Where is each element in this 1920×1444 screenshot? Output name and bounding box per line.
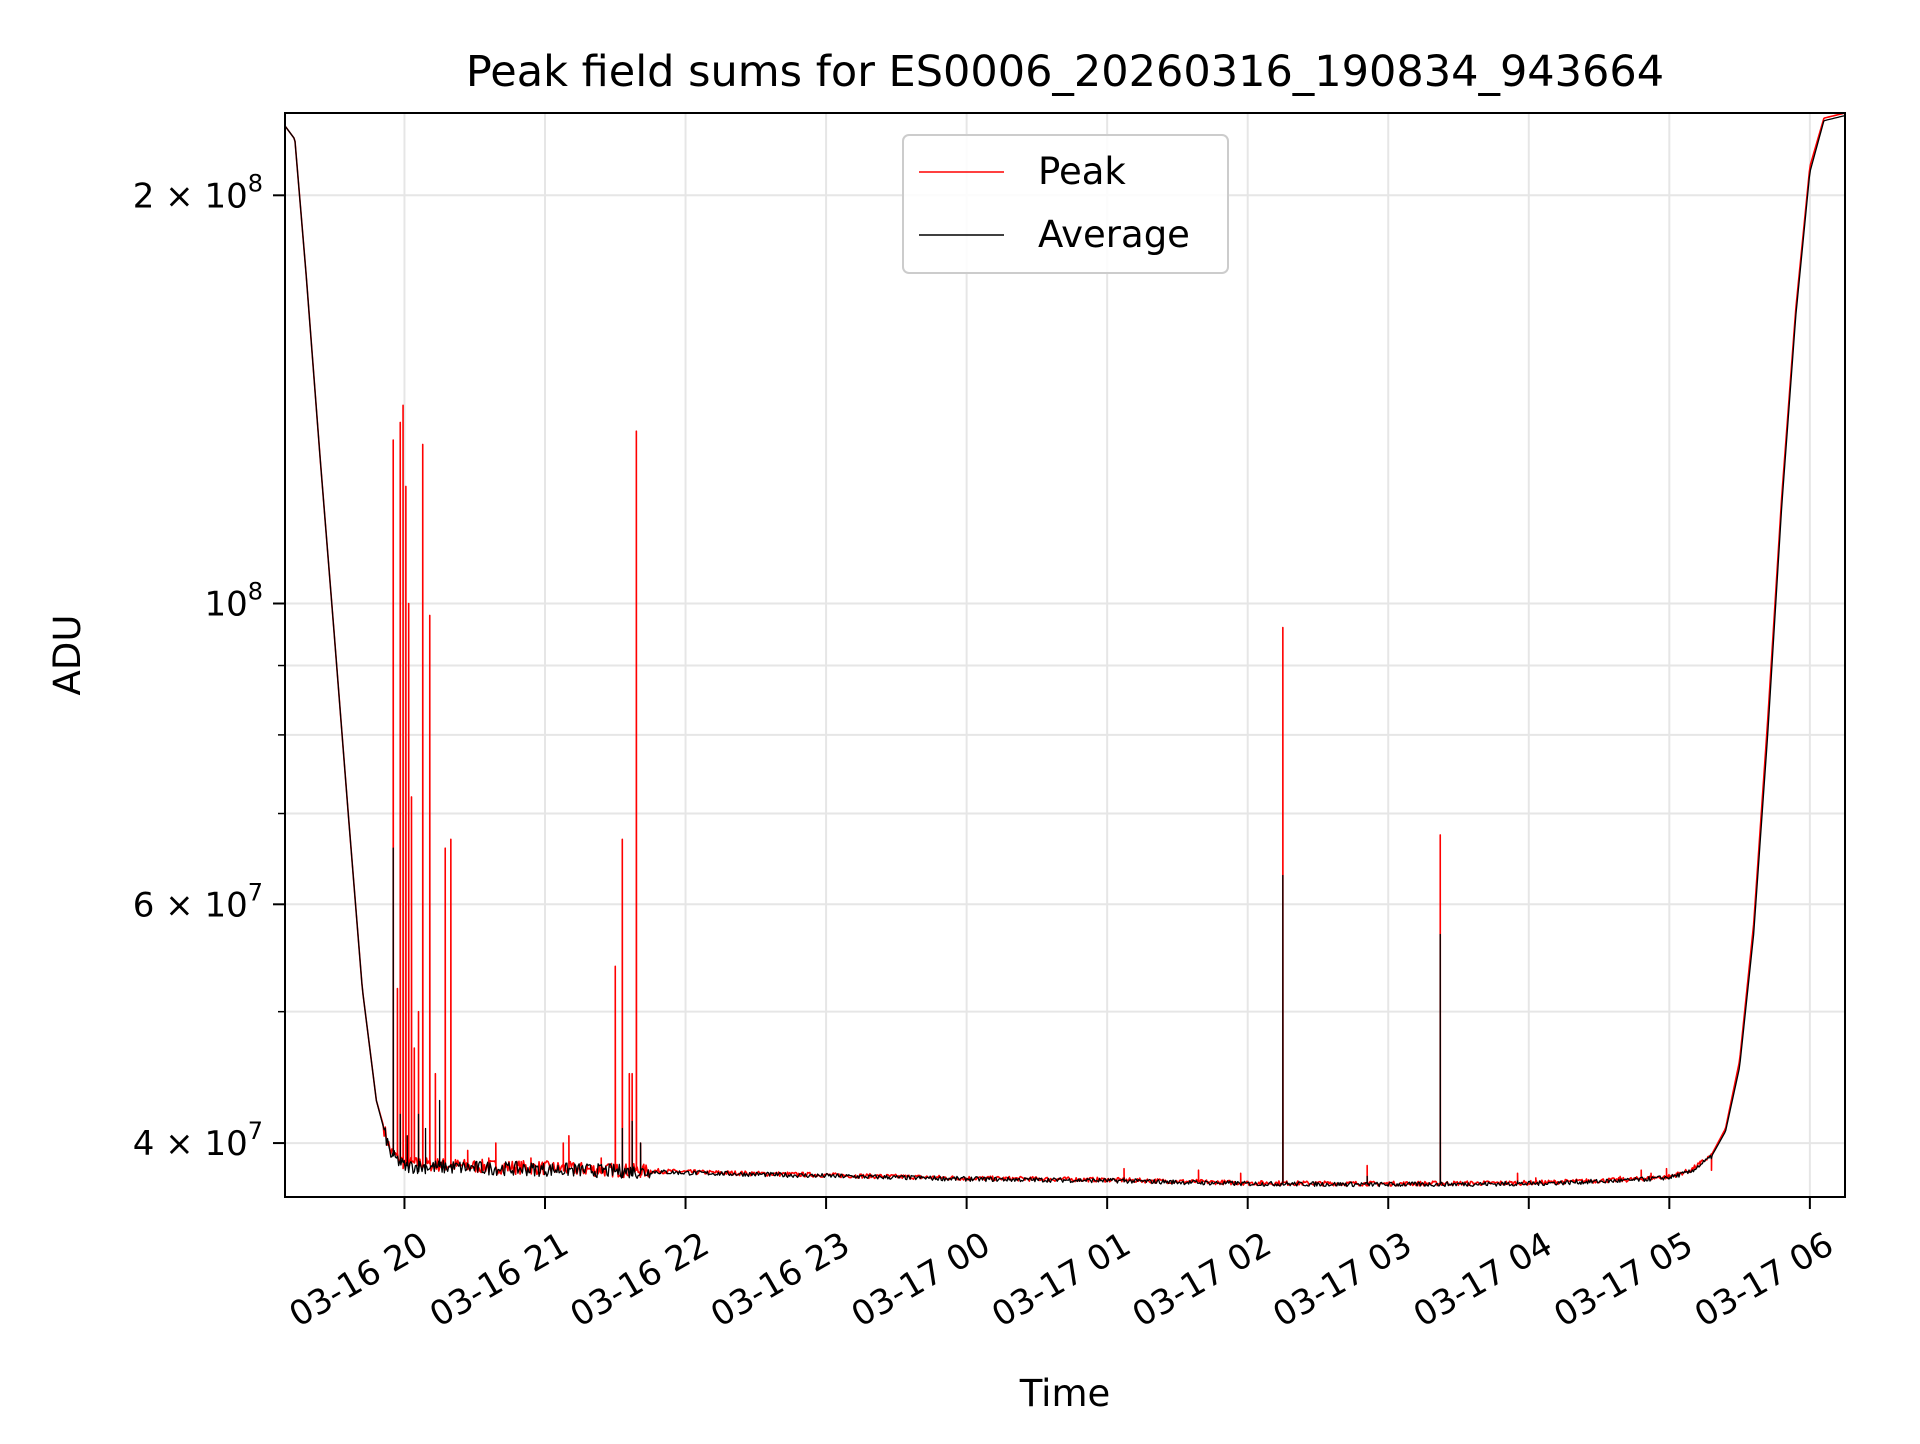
legend-label-peak: Peak	[1038, 150, 1126, 193]
chart-title: Peak field sums for ES0006_20260316_1908…	[466, 47, 1664, 97]
x-axis-label: Time	[1019, 1372, 1111, 1415]
legend: Peak Average	[902, 134, 1229, 274]
y-tick-label: 6 × 107	[133, 878, 263, 925]
y-axis-label: ADU	[46, 615, 89, 696]
legend-box	[902, 134, 1229, 274]
y-tick-label: 2 × 108	[133, 169, 263, 216]
plot-frame	[284, 112, 1846, 1198]
series-layer	[285, 113, 1845, 1188]
grid-layer	[285, 113, 1845, 1197]
legend-label-average: Average	[1038, 213, 1190, 256]
y-tick-label: 4 × 107	[133, 1117, 263, 1164]
series-line-peak	[285, 113, 1845, 1187]
y-tick-label: 108	[204, 577, 263, 624]
series-line-average	[285, 114, 1845, 1188]
